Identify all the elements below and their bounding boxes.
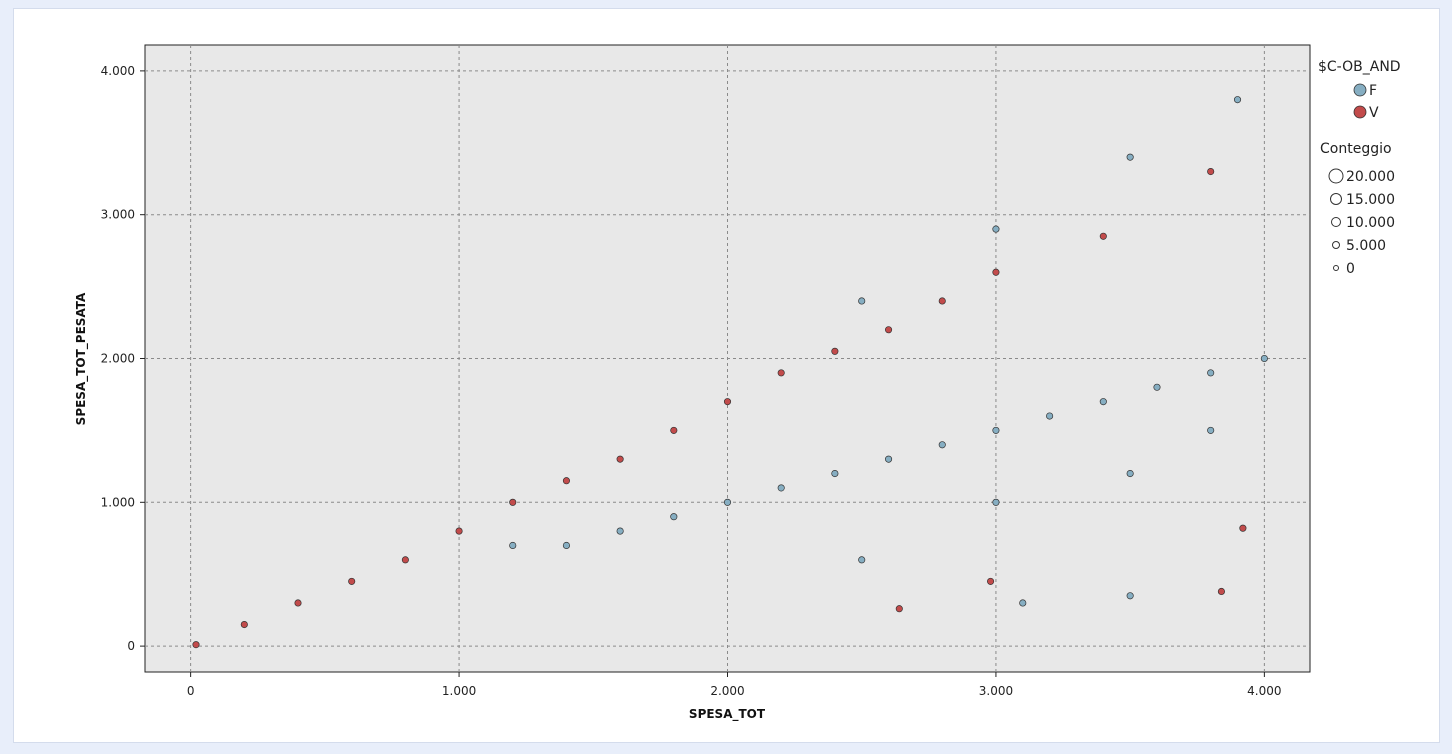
size-legend-marker <box>1330 193 1342 205</box>
data-point <box>831 469 839 478</box>
y-tick-label: 1.000 <box>101 495 135 509</box>
y-axis-ticks: 0 1.000 2.000 3.000 4.000 <box>101 64 145 653</box>
data-point <box>455 527 463 535</box>
size-legend-label: 0 <box>1346 261 1355 277</box>
size-legend-marker <box>1331 217 1341 227</box>
data-point <box>1239 524 1247 532</box>
legend-marker <box>1353 105 1367 119</box>
data-point <box>616 527 624 535</box>
data-point <box>1099 232 1107 240</box>
x-tick-label: 2.000 <box>710 684 744 698</box>
size-legend-marker <box>1332 241 1340 249</box>
grid-lines <box>145 45 1310 672</box>
size-legend-label: 15.000 <box>1346 192 1395 208</box>
data-point <box>562 541 570 549</box>
data-point <box>1207 369 1215 377</box>
data-point <box>1099 398 1107 406</box>
size-legend-marker <box>1328 168 1344 184</box>
data-point <box>992 268 1000 276</box>
legend-label: F <box>1369 83 1377 99</box>
data-points <box>192 96 1268 649</box>
chart-frame: 0 1.000 2.000 3.000 4.000 0 1.000 2.000 3.000 4.… <box>13 8 1440 743</box>
scatter-chart: 0 1.000 2.000 3.000 4.000 0 1.000 2.000 3.000 4.… <box>74 44 1401 722</box>
data-point <box>240 620 248 629</box>
data-point <box>1153 383 1161 391</box>
data-point <box>858 297 866 305</box>
size-legend-label: 10.000 <box>1346 215 1395 231</box>
data-point <box>192 641 200 649</box>
y-tick-label: 4.000 <box>101 64 135 78</box>
data-point <box>723 398 732 406</box>
data-point <box>777 369 785 377</box>
data-point <box>670 426 678 434</box>
data-point <box>348 577 356 585</box>
data-point <box>992 225 1000 233</box>
data-point <box>858 556 866 564</box>
data-point <box>777 484 785 492</box>
data-point <box>895 605 903 613</box>
size-legend-marker <box>1333 265 1339 271</box>
size-legend-label: 5.000 <box>1346 238 1386 254</box>
legend-marker <box>1353 83 1367 97</box>
y-tick-label: 2.000 <box>101 352 135 366</box>
data-point <box>885 455 893 463</box>
legend-label: V <box>1369 105 1379 121</box>
color-legend-title: $C-OB_AND <box>1318 59 1401 75</box>
data-point <box>1046 412 1054 420</box>
size-legend-label: 20.000 <box>1346 169 1395 185</box>
x-tick-label: 1.000 <box>442 684 476 698</box>
data-point <box>616 455 624 463</box>
legend: $C-OB_AND FV Conteggio 20.000 15.000 10.000 5.… <box>1318 59 1401 277</box>
data-point <box>1260 354 1268 363</box>
data-point <box>723 498 732 506</box>
series-F <box>509 96 1268 607</box>
y-tick-label: 3.000 <box>101 208 135 222</box>
data-point <box>938 441 946 449</box>
data-point <box>1126 153 1134 161</box>
data-point <box>562 477 570 485</box>
x-axis-ticks: 0 1.000 2.000 3.000 4.000 <box>187 672 1282 698</box>
data-point <box>509 541 517 549</box>
data-point <box>992 498 1000 506</box>
x-tick-label: 4.000 <box>1247 684 1281 698</box>
data-point <box>938 297 946 305</box>
data-point <box>1126 592 1134 600</box>
series-V <box>192 168 1247 649</box>
data-point <box>1217 587 1225 596</box>
y-axis-title: SPESA_TOT_PESATA <box>74 292 89 425</box>
data-point <box>1019 599 1027 607</box>
data-point <box>885 326 893 334</box>
data-point <box>831 347 839 355</box>
data-point <box>1126 469 1134 478</box>
y-tick-label: 0 <box>127 639 135 653</box>
data-point <box>670 513 678 521</box>
x-tick-label: 3.000 <box>979 684 1013 698</box>
data-point <box>992 426 1000 434</box>
x-tick-label: 0 <box>187 684 195 698</box>
data-point <box>294 599 302 607</box>
data-point <box>401 556 409 564</box>
data-point <box>987 577 995 585</box>
data-point <box>1207 426 1215 434</box>
x-axis-title: SPESA_TOT <box>689 707 766 722</box>
data-point <box>509 498 517 506</box>
data-point <box>1233 96 1242 104</box>
data-point <box>1207 168 1215 176</box>
size-legend-title: Conteggio <box>1320 141 1392 157</box>
